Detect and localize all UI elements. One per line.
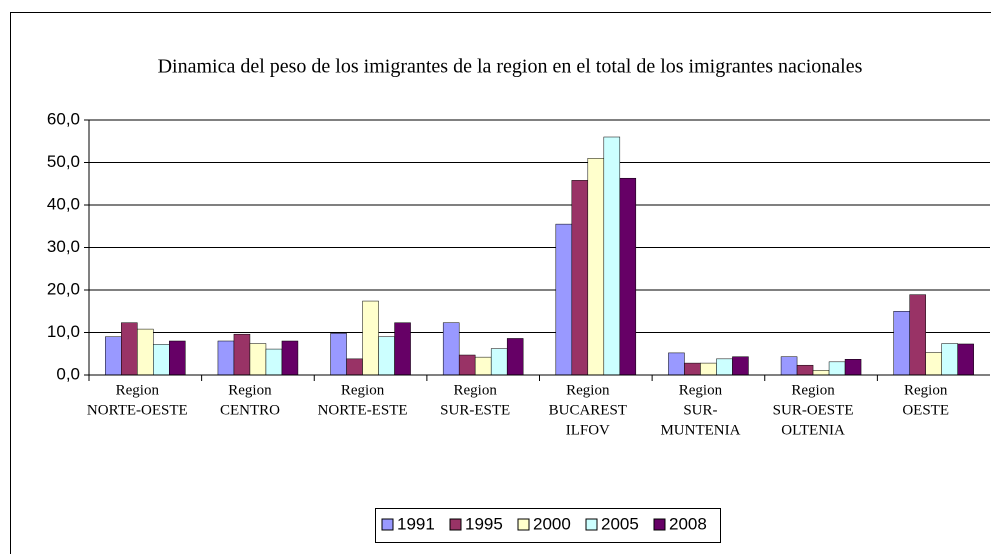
y-tick-label: 30,0 [47, 237, 80, 256]
x-tick-label: Region [228, 382, 272, 398]
bar [458, 354, 476, 376]
x-tick-label: ILFOV [566, 422, 610, 438]
bar [490, 348, 508, 376]
bar [265, 348, 283, 376]
bar [844, 359, 862, 376]
bar [474, 356, 492, 376]
bar [555, 223, 573, 376]
bar [330, 333, 347, 376]
x-tick-label: BUCAREST [549, 402, 627, 418]
bar [684, 362, 701, 376]
x-tick-label: Region [454, 382, 498, 398]
bar [442, 322, 460, 376]
chart-border [10, 12, 991, 554]
legend-label: 2000 [533, 514, 571, 533]
bar [716, 358, 733, 376]
y-tick-label: 40,0 [47, 194, 80, 213]
legend-label: 2008 [669, 514, 707, 533]
bar [828, 361, 846, 376]
bar [941, 343, 958, 376]
bar [281, 340, 299, 376]
bar [105, 336, 122, 376]
x-tick-label: Region [566, 382, 610, 398]
bar [925, 352, 942, 376]
x-tick-label: Region [679, 382, 723, 398]
bar [732, 356, 749, 376]
x-tick-label: NORTE-ESTE [318, 402, 408, 418]
bar [394, 322, 411, 376]
bar [346, 358, 363, 376]
legend-label: 1995 [465, 514, 503, 533]
bar [121, 322, 138, 376]
y-tick-label: 20,0 [47, 279, 80, 298]
x-tick-label: MUNTENIA [660, 422, 740, 438]
legend-swatch [381, 518, 394, 531]
bar [909, 294, 926, 376]
bar [603, 136, 621, 376]
x-tick-label: SUR- [683, 402, 717, 418]
bar [137, 328, 154, 376]
bar [957, 343, 974, 376]
y-tick-label: 60,0 [47, 109, 80, 128]
y-tick-label: 10,0 [47, 322, 80, 341]
legend-label: 1991 [397, 514, 435, 533]
y-tick-label: 0,0 [56, 364, 80, 383]
legend-swatch [653, 518, 666, 531]
bar [619, 177, 637, 376]
x-tick-label: NORTE-OESTE [87, 402, 188, 418]
x-tick-label: Region [791, 382, 835, 398]
bar [153, 344, 170, 376]
bar [587, 158, 605, 376]
bar [812, 370, 830, 376]
legend-swatch [585, 518, 598, 531]
bar [169, 340, 186, 376]
legend-swatch [517, 518, 530, 531]
chart-title: Dinamica del peso de los imigrantes de l… [158, 56, 863, 78]
x-tick-label: SUR-OESTE [773, 402, 854, 418]
bar [893, 311, 910, 376]
bar [571, 180, 589, 376]
bar [217, 340, 235, 376]
x-tick-label: CENTRO [220, 402, 280, 418]
legend-swatch [449, 518, 462, 531]
x-tick-label: Region [341, 382, 385, 398]
bar [233, 333, 251, 376]
bar [780, 356, 798, 376]
bar [796, 364, 814, 376]
x-tick-label: OESTE [902, 402, 949, 418]
x-tick-label: SUR-ESTE [440, 402, 510, 418]
bar [506, 338, 524, 376]
x-tick-label: Region [904, 382, 948, 398]
bar [378, 336, 395, 376]
bar [668, 352, 685, 376]
legend-label: 2005 [601, 514, 639, 533]
bar [362, 300, 379, 376]
x-tick-label: OLTENIA [781, 422, 845, 438]
x-tick-label: Region [116, 382, 160, 398]
bar [249, 343, 267, 376]
bar [700, 362, 717, 376]
y-tick-label: 50,0 [47, 152, 80, 171]
